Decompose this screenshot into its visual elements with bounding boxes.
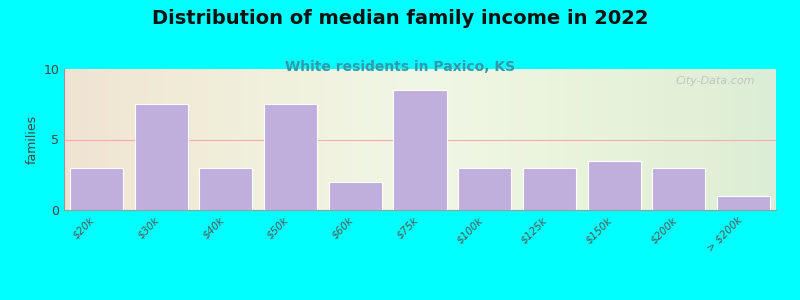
Bar (652, 168, 706, 210)
Bar (70, 168, 123, 210)
Text: Distribution of median family income in 2022: Distribution of median family income in … (152, 9, 648, 28)
Bar (264, 104, 317, 210)
Bar (199, 168, 252, 210)
Bar (717, 196, 770, 210)
Bar (329, 182, 382, 210)
Bar (394, 90, 446, 210)
Bar (588, 160, 641, 210)
Y-axis label: families: families (26, 115, 39, 164)
Bar (458, 168, 511, 210)
Text: City-Data.com: City-Data.com (675, 76, 754, 86)
Text: White residents in Paxico, KS: White residents in Paxico, KS (285, 60, 515, 74)
Bar (134, 104, 188, 210)
Bar (523, 168, 576, 210)
